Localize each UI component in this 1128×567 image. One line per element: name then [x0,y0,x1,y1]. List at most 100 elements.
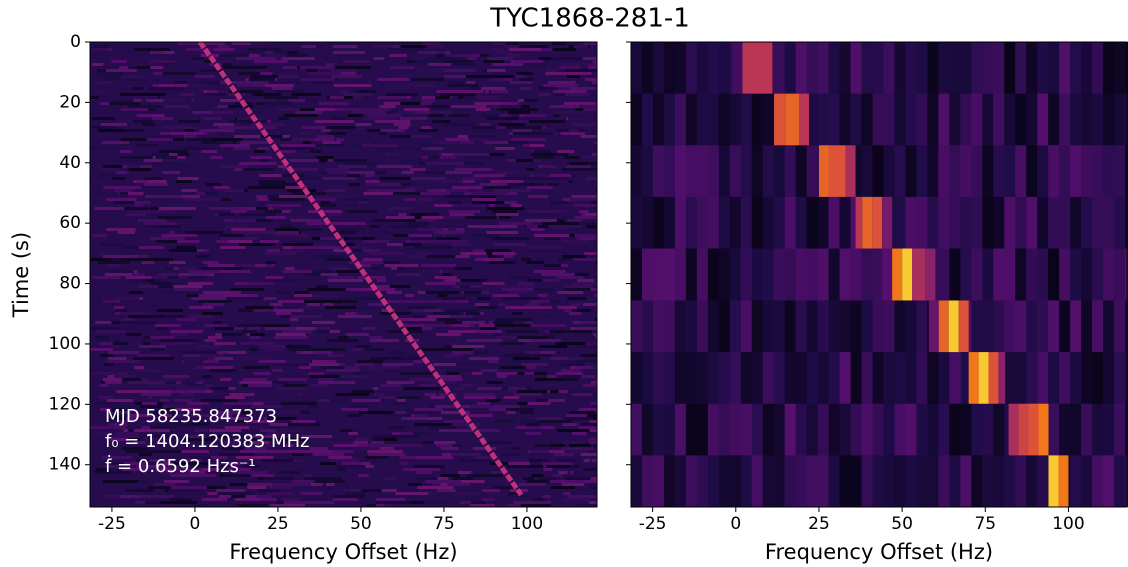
noise [524,219,557,222]
noise [224,390,251,393]
noise [228,105,255,108]
cell [968,352,979,404]
noise [529,450,549,453]
noise [192,111,213,114]
noise [506,159,519,162]
noise [181,381,197,384]
noise [512,357,540,360]
noise [369,252,406,255]
noise [141,402,158,405]
noise [155,210,175,213]
x-axis-label: Frequency Offset (Hz) [229,540,457,564]
noise [92,447,114,450]
noise [475,108,491,111]
noise [134,372,152,375]
noise [521,363,548,366]
noise [571,195,597,198]
cell [818,145,829,197]
noise [356,90,377,93]
noise [567,357,585,360]
noise [216,240,229,243]
noise [332,51,345,54]
noise [438,180,463,183]
noise [311,321,336,324]
noise [278,117,289,120]
noise [219,405,230,408]
noise [119,150,132,153]
noise [510,204,522,207]
noise [360,306,374,309]
noise [204,42,226,45]
y-tick-label: 40 [59,153,81,173]
noise [450,51,480,54]
noise [374,171,389,174]
noise [462,177,485,180]
noise [490,75,515,78]
noise [1114,93,1126,146]
noise [432,162,465,165]
noise [580,504,597,507]
noise [251,42,271,45]
noise [543,315,555,318]
x-tick-label: -25 [98,514,126,534]
noise [126,273,145,276]
noise [595,318,597,321]
noise [982,196,994,250]
noise [564,93,589,96]
noise [1037,300,1049,353]
noise [269,423,291,426]
noise [313,243,329,246]
noise [1015,455,1027,507]
noise [162,162,174,165]
noise [905,93,917,146]
noise [1081,300,1093,353]
noise [850,455,863,507]
noise [264,84,294,87]
noise [569,162,589,165]
noise [293,294,319,297]
noise [212,435,229,438]
noise [588,63,597,66]
noise [385,285,411,288]
noise [225,225,247,228]
noise [718,455,731,507]
noise [93,72,125,75]
noise [343,489,362,492]
noise [872,42,884,95]
noise [158,84,188,87]
noise [1037,196,1049,250]
noise [321,222,359,225]
noise [259,240,280,243]
noise [474,258,484,261]
noise [284,267,295,270]
noise [150,66,164,69]
noise [377,78,410,81]
noise [333,444,359,447]
noise [505,126,542,129]
noise [392,183,402,186]
noise [631,42,643,95]
noise [95,468,111,471]
noise [288,423,320,426]
noise [99,168,117,171]
noise [375,120,411,123]
noise [150,348,164,351]
noise [905,352,917,405]
noise [365,174,375,177]
noise [425,480,462,483]
noise [415,477,438,480]
noise [458,195,496,198]
noise [479,123,491,126]
noise [372,438,384,441]
noise [594,156,597,159]
noise [587,66,597,69]
noise [839,300,852,353]
noise [729,196,742,250]
noise [541,492,564,495]
noise [369,339,399,342]
noise [1004,300,1016,353]
noise [177,153,190,156]
noise [214,60,233,63]
noise [784,248,797,301]
noise [497,48,519,51]
